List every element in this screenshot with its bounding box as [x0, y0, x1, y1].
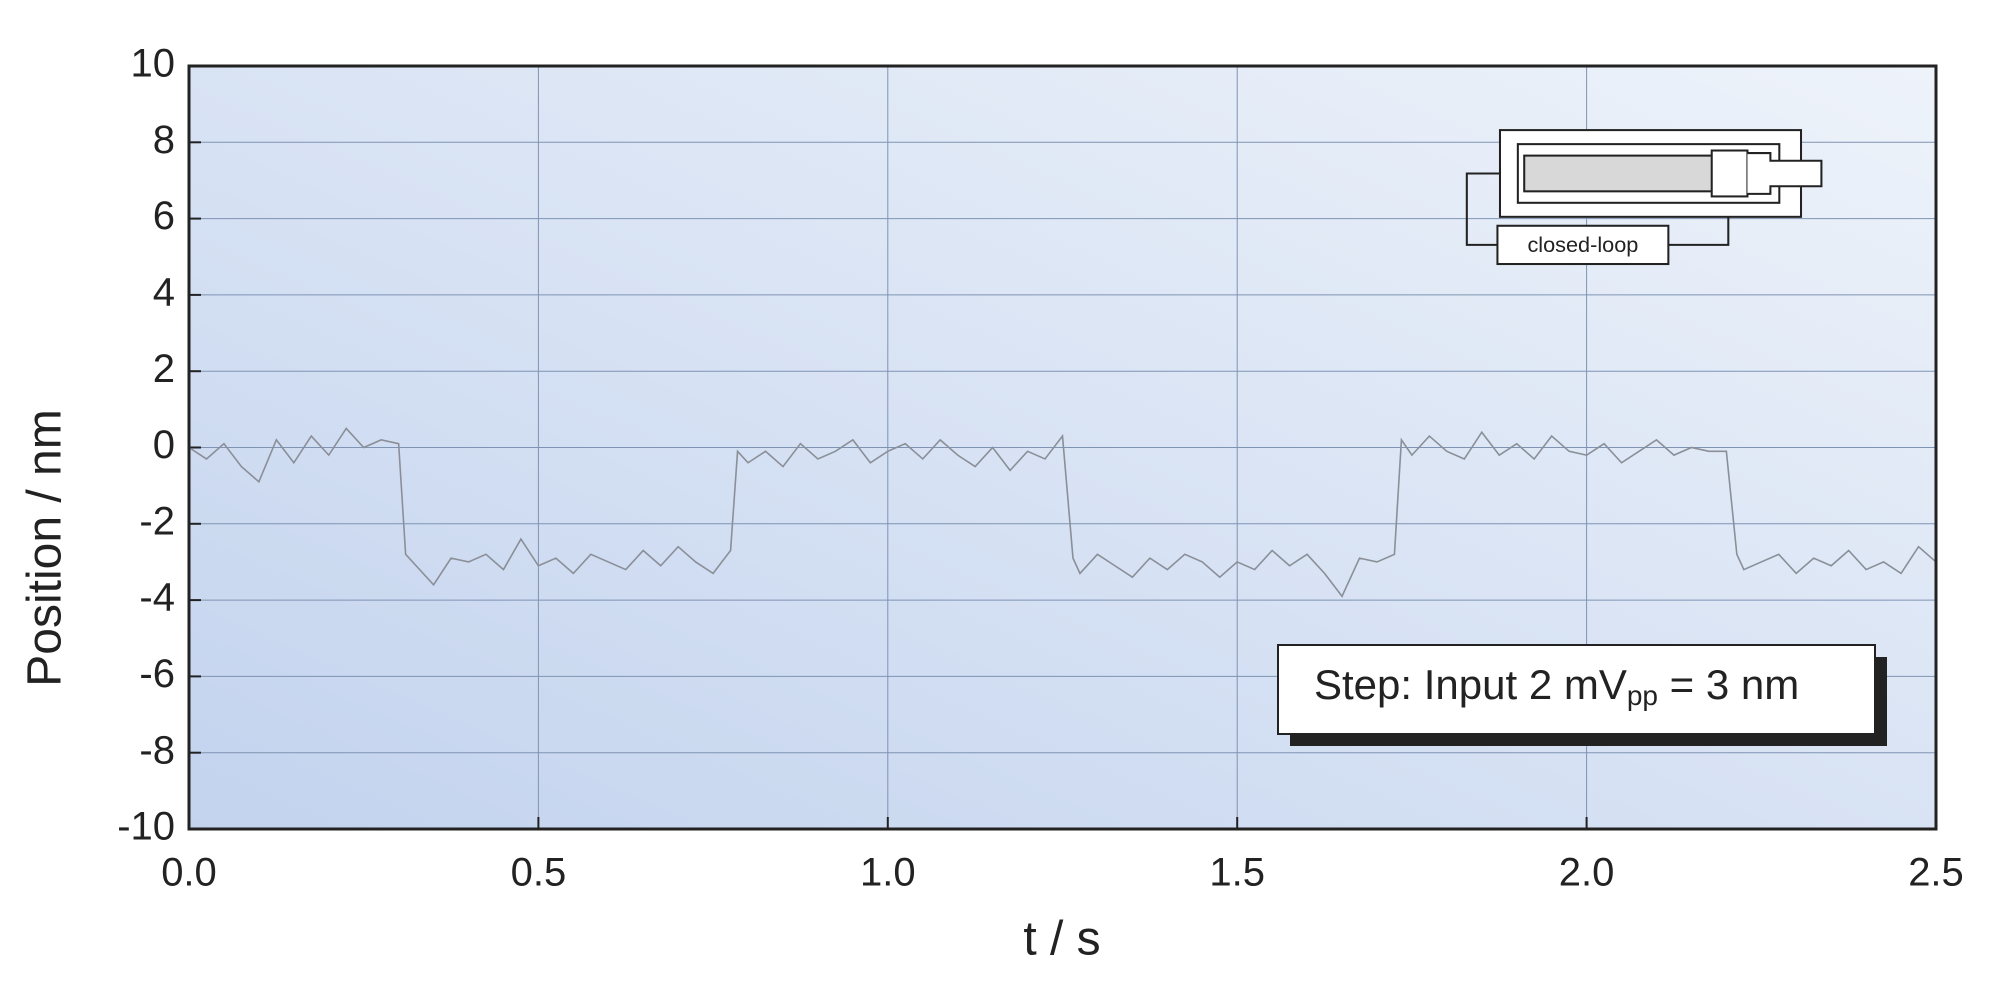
annotation-suffix: = 3 nm — [1658, 661, 1799, 708]
x-tick-label: 0.5 — [511, 851, 567, 895]
y-tick-label: 6 — [153, 194, 175, 238]
tick-labels: -10 -8 -6 -4 -2 0 2 4 6 8 10 0.0 0.5 1.0 1.5 2.0 2.5 — [117, 42, 1964, 895]
x-tick-label: 1.5 — [1209, 851, 1265, 895]
y-tick-label: -10 — [117, 805, 175, 849]
feedback-wire — [1668, 216, 1730, 246]
actuator-block — [1710, 149, 1749, 198]
controller-box — [1496, 224, 1670, 266]
y-tick-label: -2 — [139, 499, 175, 543]
y-tick-label: -8 — [139, 728, 175, 772]
x-tick-label: 2.5 — [1908, 851, 1964, 895]
x-tick-label: 1.0 — [860, 851, 916, 895]
annotation-frame — [1277, 644, 1876, 735]
y-tick-label: -4 — [139, 576, 175, 620]
annotation-main: Step: Input 2 mV — [1314, 661, 1627, 708]
annotation-text: Step: Input 2 mVpp = 3 nm — [1314, 661, 1799, 711]
y-tick-label: -6 — [139, 652, 175, 696]
x-tick-label: 0.0 — [161, 851, 217, 895]
inset-diagram: closed-loop — [1465, 129, 1823, 266]
actuator-plunger — [1747, 152, 1823, 195]
position-trace — [188, 427, 1937, 598]
y-axis-label: Position / nm — [19, 409, 72, 686]
x-tick-label: 2.0 — [1559, 851, 1615, 895]
feedback-wire — [1465, 172, 1500, 246]
inset-label: closed-loop — [1527, 232, 1638, 257]
plot-frame — [187, 64, 1938, 831]
annotation-subscript: pp — [1627, 680, 1658, 711]
y-tick-label: 2 — [153, 347, 175, 391]
y-tick-label: 0 — [153, 423, 175, 467]
y-tick-label: 8 — [153, 118, 175, 162]
y-tick-label: 10 — [131, 42, 176, 86]
y-tick-label: 4 — [153, 270, 175, 314]
annotation-box: Step: Input 2 mVpp = 3 nm — [1277, 644, 1887, 746]
data-layer — [188, 427, 1937, 598]
piezo-stack — [1523, 154, 1717, 193]
x-axis-label: t / s — [1023, 913, 1100, 966]
